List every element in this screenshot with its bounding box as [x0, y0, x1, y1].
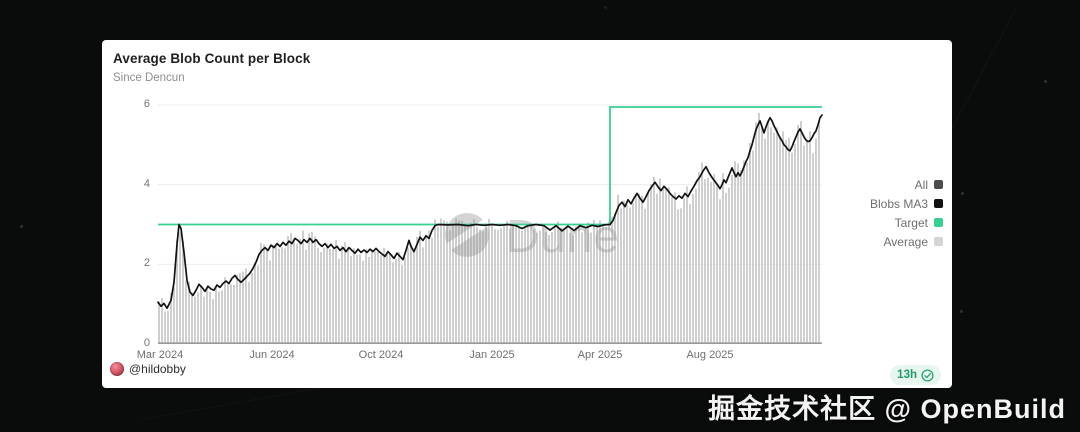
credit-overlay: 掘金技术社区 @ OpenBuild — [708, 394, 1066, 424]
dune-watermark-text: Dune — [506, 210, 620, 262]
x-tick-label: Oct 2024 — [358, 349, 404, 361]
legend-item-all[interactable]: All — [870, 177, 943, 192]
background-streak — [945, 9, 1016, 142]
dune-chart-card: Average Blob Count per Block Since Dencu… — [102, 40, 952, 388]
background-star — [1044, 80, 1047, 83]
x-tick-label: Mar 2024 — [136, 349, 184, 361]
author-handle: @hildobby — [129, 362, 186, 376]
chart-title: Average Blob Count per Block — [113, 51, 311, 66]
y-tick-label: 4 — [143, 177, 150, 190]
chart-legend: All Blobs MA3 Target Average — [869, 177, 943, 249]
x-tick-label: Aug 2025 — [686, 349, 734, 361]
background-star — [961, 192, 964, 195]
legend-item-average[interactable]: Average — [870, 234, 943, 249]
author-avatar — [110, 362, 124, 376]
check-circle-icon — [921, 368, 934, 382]
background-star — [960, 310, 963, 313]
x-tick-label: Jan 2025 — [469, 349, 515, 361]
average-daily-bars — [158, 112, 820, 345]
x-tick-label: Apr 2025 — [577, 349, 623, 361]
y-tick-label: 0 — [143, 337, 150, 349]
legend-label: Target — [894, 215, 928, 230]
legend-swatch — [934, 180, 943, 189]
y-tick-label: 6 — [143, 98, 150, 110]
legend-label: All — [914, 177, 928, 192]
freshness-label: 13h — [897, 369, 917, 381]
target-line — [158, 106, 822, 226]
legend-label: Blobs MA3 — [869, 196, 928, 211]
legend-swatch — [934, 199, 943, 208]
legend-item-blobs-ma3[interactable]: Blobs MA3 — [869, 196, 943, 211]
blobs-ma3-line — [157, 114, 823, 310]
chart-subtitle: Since Dencun — [113, 72, 185, 84]
legend-swatch — [934, 237, 943, 246]
background-star — [20, 225, 23, 228]
x-tick-label: Jun 2024 — [249, 349, 295, 361]
y-tick-label: 2 — [143, 257, 150, 270]
blob-count-chart[interactable]: Dune — [157, 104, 823, 345]
legend-swatch — [934, 218, 943, 227]
freshness-badge[interactable]: 13h — [890, 365, 941, 385]
chart-author[interactable]: @hildobby — [110, 362, 186, 376]
legend-item-target[interactable]: Target — [870, 215, 943, 230]
background-star — [604, 6, 607, 9]
legend-label: Average — [883, 234, 928, 249]
dune-watermark: Dune — [445, 210, 620, 262]
